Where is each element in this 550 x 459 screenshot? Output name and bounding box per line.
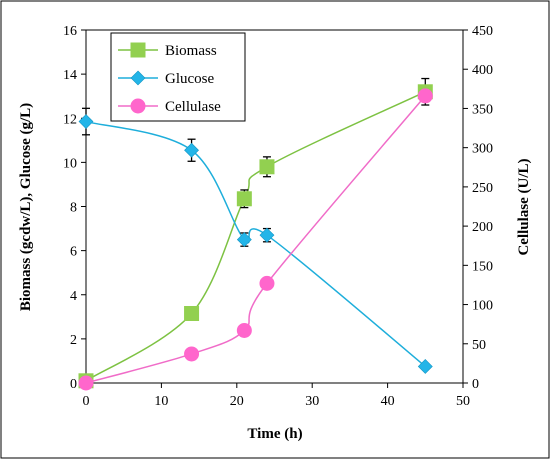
right-tick-label: 0 <box>472 377 479 392</box>
legend-marker <box>130 98 146 114</box>
legend: Biomass Glucose Cellulase <box>110 32 246 122</box>
right-tick-label: 300 <box>472 142 493 157</box>
right-tick-label: 200 <box>472 220 493 235</box>
right-tick-label: 350 <box>472 102 493 117</box>
x-tick-label: 20 <box>230 394 244 409</box>
left-tick-label: 10 <box>63 156 77 171</box>
x-tick-label: 40 <box>381 394 395 409</box>
legend-marker <box>130 70 146 86</box>
left-tick-label: 12 <box>63 112 77 127</box>
series-cellulase <box>78 88 433 391</box>
glucose-point <box>184 142 199 158</box>
series-layer <box>78 77 433 391</box>
left-tick-label: 8 <box>70 201 77 216</box>
cellulase-line <box>85 95 426 384</box>
biomass-point <box>184 306 200 322</box>
right-tick-label: 100 <box>472 299 493 314</box>
left-tick-label: 16 <box>63 24 77 39</box>
right-tick-label: 250 <box>472 181 493 196</box>
cellulase-point <box>78 375 94 391</box>
cellulase-point <box>236 322 252 338</box>
x-tick-label: 10 <box>154 394 168 409</box>
legend-item-biomass: Biomass <box>118 42 217 59</box>
legend-label: Cellulase <box>165 99 221 115</box>
right-axis-ticks: 0 50 100 150 200 250 300 350 400 450 <box>463 24 493 392</box>
legend-item-glucose: Glucose <box>118 70 214 87</box>
glucose-point <box>236 232 252 248</box>
right-tick-label: 450 <box>472 24 493 39</box>
right-axis-title: Cellulase (U/L) <box>516 158 532 255</box>
left-axis-title: Biomass (gcdw/L), Glucose (g/L) <box>18 103 34 311</box>
cellulase-point <box>184 346 200 362</box>
left-tick-label: 0 <box>70 377 77 392</box>
glucose-point <box>259 227 275 243</box>
right-tick-label: 150 <box>472 259 493 274</box>
cellulase-point <box>417 88 433 104</box>
right-tick-label: 50 <box>472 338 486 353</box>
right-tick-label: 400 <box>472 63 493 78</box>
series-glucose <box>78 107 433 374</box>
left-tick-label: 2 <box>70 333 77 348</box>
x-tick-label: 50 <box>456 394 470 409</box>
x-tick-label: 30 <box>305 394 319 409</box>
legend-label: Glucose <box>165 71 214 87</box>
x-axis-ticks: 0 10 20 30 40 50 <box>83 383 470 409</box>
cellulase-point <box>259 275 275 291</box>
left-tick-label: 4 <box>70 289 77 304</box>
glucose-point <box>417 359 433 374</box>
glucose-point <box>78 114 94 129</box>
left-tick-label: 6 <box>70 245 77 260</box>
biomass-point <box>259 159 275 175</box>
left-tick-label: 14 <box>63 68 77 83</box>
legend-item-cellulase: Cellulase <box>118 98 221 115</box>
legend-label: Biomass <box>165 43 217 59</box>
biomass-point <box>236 191 252 207</box>
left-axis-ticks: 0 2 4 6 8 10 12 14 16 <box>63 24 86 392</box>
x-tick-label: 0 <box>83 394 90 409</box>
legend-marker <box>130 42 146 58</box>
x-axis-title: Time (h) <box>247 426 302 442</box>
